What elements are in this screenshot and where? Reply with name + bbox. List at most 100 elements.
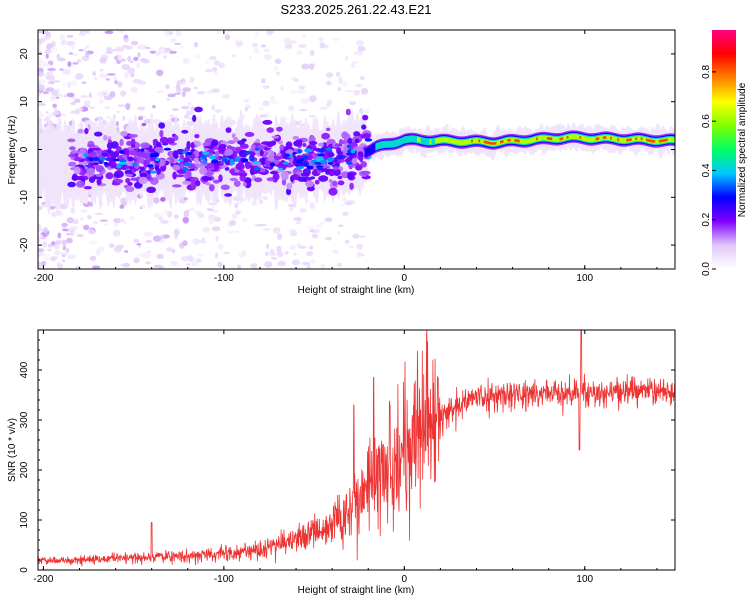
noise-blob — [160, 220, 169, 224]
noise-blob — [307, 225, 315, 230]
noise-blob — [274, 58, 282, 65]
noise-blob — [207, 214, 217, 221]
signal-peak — [292, 152, 297, 155]
signal-blob — [233, 180, 241, 187]
noise-blob — [297, 89, 306, 94]
signal-blob — [173, 134, 179, 141]
noise-blob — [156, 90, 165, 93]
noise-blob — [66, 34, 74, 39]
noise-blob — [76, 59, 82, 63]
signal-peak — [346, 161, 352, 165]
noise-blob — [277, 260, 287, 267]
signal-blob — [357, 151, 364, 157]
signal-blob — [347, 137, 353, 144]
noise-blob — [117, 30, 125, 34]
signal-blob — [277, 152, 282, 157]
signal-blob — [239, 173, 248, 177]
signal-blob — [205, 182, 211, 186]
noise-blob — [353, 90, 360, 96]
signal-blob — [73, 157, 83, 161]
noise-blob — [130, 60, 134, 63]
signal-peak — [314, 161, 320, 165]
noise-blob — [106, 115, 111, 119]
ridge-contour — [483, 140, 497, 145]
signal-blob — [194, 163, 201, 168]
spectrogram-y-label: Frequency (Hz) — [7, 116, 18, 185]
signal-peak — [326, 157, 335, 162]
noise-blob — [51, 89, 59, 96]
noise-blob — [152, 235, 162, 242]
noise-blob — [299, 208, 307, 214]
signal-peak — [317, 148, 326, 153]
signal-peak — [147, 164, 154, 168]
signal-blob — [68, 161, 77, 167]
signal-blob — [128, 134, 138, 138]
noise-blob — [50, 205, 56, 210]
signal-blob — [224, 148, 234, 156]
x-tick-label: -100 — [214, 273, 234, 284]
noise-blob — [180, 106, 190, 110]
snr-series-line — [38, 330, 675, 567]
noise-blob — [69, 80, 78, 86]
noise-blob — [70, 225, 79, 230]
noise-blob — [71, 53, 79, 56]
noise-blob — [130, 86, 138, 93]
noise-blob — [60, 203, 68, 210]
noise-blob — [121, 64, 130, 70]
signal-blob — [308, 135, 316, 143]
noise-blob — [309, 202, 315, 210]
signal-blob — [202, 142, 209, 147]
noise-blob — [341, 198, 347, 201]
signal-blob — [79, 147, 86, 155]
signal-blob — [360, 161, 367, 168]
noise-blob — [351, 62, 356, 69]
noise-blob — [72, 62, 79, 65]
noise-blob — [113, 74, 118, 81]
noise-blob — [348, 245, 355, 248]
noise-blob — [38, 71, 45, 77]
signal-blob — [211, 139, 219, 146]
figure-title: S233.2025.261.22.43.E21 — [280, 2, 431, 17]
colorbar-tick-label: 0.0 — [701, 262, 712, 276]
noise-blob — [266, 243, 270, 249]
signal-peak — [92, 157, 100, 161]
signal-blob — [233, 137, 239, 143]
noise-blob — [38, 44, 41, 51]
signal-blob — [186, 155, 191, 159]
signal-peak — [316, 156, 324, 161]
noise-blob — [175, 30, 182, 37]
noise-blob — [289, 244, 297, 251]
signal-blob — [235, 162, 245, 171]
noise-blob — [236, 264, 241, 269]
signal-blob — [225, 127, 232, 133]
ridge-contour — [514, 139, 520, 143]
signal-blob — [334, 143, 340, 149]
signal-blob — [140, 142, 151, 149]
noise-blob — [276, 251, 284, 258]
signal-blob — [105, 172, 114, 180]
y-tick-label: 100 — [19, 511, 30, 528]
noise-blob — [47, 248, 52, 252]
noise-blob — [251, 42, 259, 48]
signal-blob — [325, 169, 330, 175]
noise-blob — [66, 237, 73, 244]
noise-blob — [187, 101, 192, 107]
signal-blob — [124, 165, 130, 170]
noise-blob — [169, 114, 175, 118]
signal-blob — [286, 182, 293, 190]
noise-blob — [217, 261, 223, 268]
noise-blob — [173, 214, 179, 219]
signal-blob — [125, 186, 135, 193]
signal-blob — [95, 165, 104, 173]
noise-blob — [52, 80, 61, 83]
noise-blob — [55, 240, 62, 245]
x-tick-label: 0 — [402, 273, 408, 284]
noise-blob — [260, 44, 267, 48]
ridge-contour — [566, 135, 569, 139]
noise-blob — [73, 37, 78, 41]
noise-blob — [307, 264, 311, 269]
signal-blob — [354, 138, 360, 143]
noise-blob — [59, 68, 64, 71]
noise-blob — [138, 107, 142, 111]
spectrogram-image — [38, 30, 675, 269]
